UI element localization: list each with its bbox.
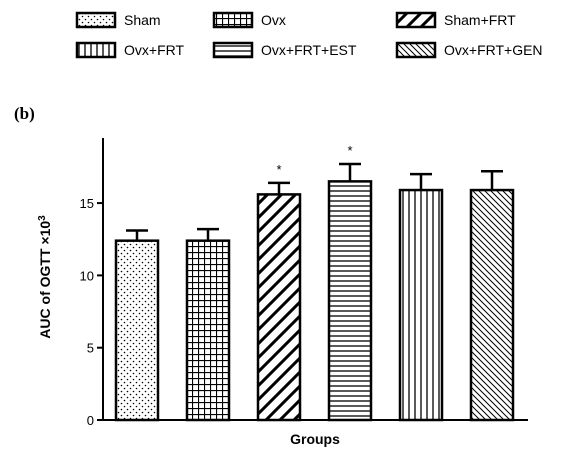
panel-label: (b) (14, 104, 35, 123)
legend-swatch-sham-frt (395, 11, 437, 29)
y-tick-label: 10 (80, 268, 94, 283)
legend: Sham Ovx Sham+FRT Ovx+FRT Ovx+FRT+EST Ovx+FRT… (75, 11, 543, 59)
legend-label-ovx-frt-gen: Ovx+FRT+GEN (444, 42, 543, 58)
y-axis-title: AUC of OGTT ×103 (37, 215, 53, 339)
bar-ovx-frt (398, 188, 444, 422)
bar-ovx (185, 239, 231, 422)
y-tick-label: 0 (87, 413, 94, 428)
y-tick-label: 15 (80, 196, 94, 211)
bar-sham (114, 239, 160, 422)
x-axis-title: Groups (290, 431, 340, 447)
legend-swatch-ovx-frt-est (212, 41, 254, 59)
legend-label-ovx-frt: Ovx+FRT (124, 42, 184, 58)
legend-label-ovx: Ovx (261, 12, 286, 28)
legend-swatch-ovx-frt (75, 41, 117, 59)
legend-label-sham: Sham (124, 12, 161, 28)
bar-sham-frt (256, 193, 302, 422)
plot-area: 0 5 10 15 * * (80, 138, 528, 428)
legend-label-ovx-frt-est: Ovx+FRT+EST (261, 42, 357, 58)
significance-marker-ovx-frt-est: * (347, 143, 352, 158)
legend-label-sham-frt: Sham+FRT (444, 12, 516, 28)
significance-marker-sham-frt: * (276, 162, 281, 177)
y-axis-title-main: AUC of OGTT ×10 (37, 221, 53, 339)
bar-ovx-frt-est (327, 180, 373, 422)
y-axis-title-exponent: 3 (37, 215, 48, 221)
legend-swatch-ovx (212, 11, 254, 29)
legend-swatch-ovx-frt-gen (395, 41, 437, 59)
legend-swatch-sham (75, 11, 117, 29)
y-tick-label: 5 (87, 341, 94, 356)
bar-ovx-frt-gen (469, 188, 515, 422)
